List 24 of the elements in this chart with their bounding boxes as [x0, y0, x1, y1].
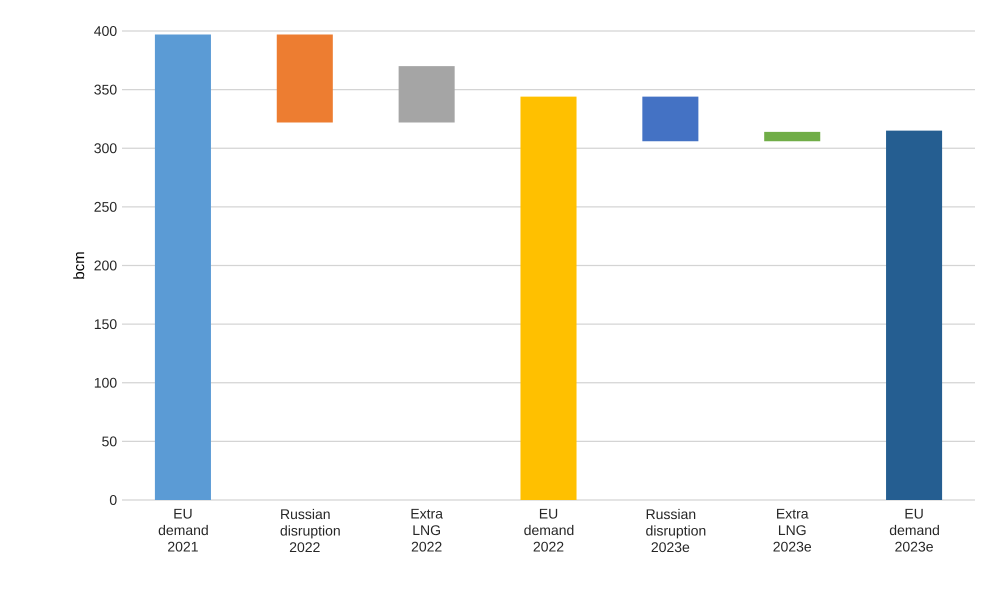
bar [276, 34, 333, 122]
y-axis-title: bcm [73, 252, 84, 279]
y-tick-label: 200 [94, 260, 117, 270]
y-tick-label: 0 [110, 495, 117, 505]
x-tick-label: Russian disruption 2023e [646, 508, 706, 552]
bar [520, 96, 577, 500]
bar [154, 34, 211, 500]
x-tick-label: EU demand 2022 [524, 508, 574, 552]
bar [642, 96, 698, 142]
x-tick-label: EU demand 2023e [890, 508, 939, 552]
x-tick-label: Russian disruption 2022 [280, 508, 340, 552]
y-tick-label: 150 [94, 319, 117, 330]
bar [764, 132, 820, 142]
x-tick-label: Extra LNG 2022 [411, 508, 443, 552]
y-tick-label: 50 [102, 436, 117, 446]
x-tick-label: EU demand 2021 [158, 508, 208, 552]
y-tick-label: 300 [94, 143, 117, 154]
y-tick-label: 250 [94, 202, 117, 212]
x-tick-label: Extra LNG 2023e [773, 508, 812, 552]
bar [886, 130, 942, 500]
y-tick-label: 400 [94, 26, 117, 36]
y-tick-label: 100 [94, 378, 117, 388]
y-tick-label: 350 [94, 84, 117, 95]
bar [398, 66, 455, 122]
